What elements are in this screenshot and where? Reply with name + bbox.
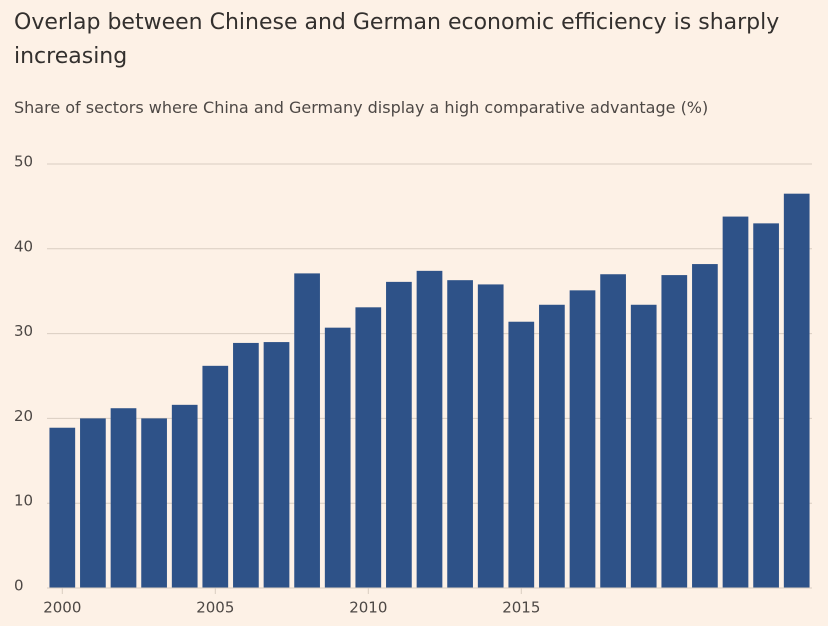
y-tick-label: 10: [14, 492, 33, 510]
bar: [692, 264, 718, 588]
bar: [110, 408, 137, 588]
y-tick-label: 0: [14, 577, 24, 595]
chart-title: Overlap between Chinese and German econo…: [14, 10, 780, 69]
bar: [141, 418, 167, 588]
y-tick-label: 50: [14, 153, 33, 171]
x-tick-label: 2010: [349, 599, 387, 617]
bar: [355, 307, 382, 588]
bar: [569, 290, 596, 588]
bar: [80, 418, 106, 588]
y-tick-label: 20: [14, 407, 33, 425]
bar: [386, 281, 412, 588]
bar: [630, 304, 657, 588]
bar: [783, 193, 810, 588]
chart-subtitle: Share of sectors where China and Germany…: [14, 98, 709, 117]
bar: [508, 321, 535, 588]
bar: [263, 342, 290, 588]
bar: [539, 304, 565, 588]
x-tick-label: 2015: [502, 599, 540, 617]
bar: [753, 223, 779, 589]
bar: [477, 284, 504, 588]
bar: [294, 273, 320, 588]
bar: [233, 342, 259, 588]
bar: [324, 327, 351, 588]
x-tick-label: 2005: [196, 599, 234, 617]
y-tick-label: 40: [14, 237, 33, 255]
bar: [722, 216, 749, 589]
bar: [202, 365, 229, 588]
bar: [49, 427, 76, 588]
bar: [416, 270, 443, 588]
bar: [447, 280, 473, 588]
bar: [171, 404, 198, 588]
y-tick-label: 30: [14, 322, 33, 340]
bar: [600, 274, 626, 588]
bar: [661, 275, 688, 588]
x-tick-label: 2000: [43, 599, 81, 617]
